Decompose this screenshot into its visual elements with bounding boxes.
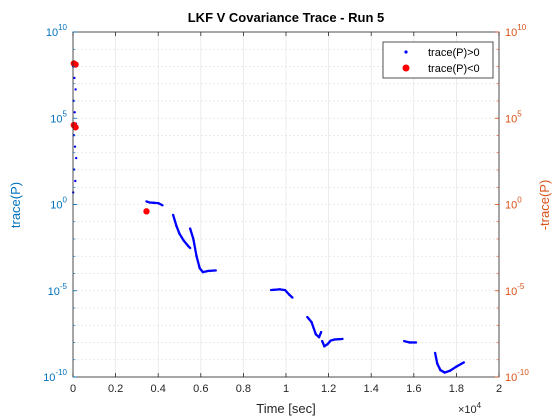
y-tick-label: 100 [50, 196, 67, 212]
grid [72, 31, 500, 378]
x-axis-label: Time [sec] [256, 401, 315, 416]
x-tick-label: 0.8 [236, 383, 251, 395]
x-tick-label: 0.6 [193, 383, 208, 395]
legend: trace(P)>0 trace(P)<0 [382, 41, 494, 79]
data-point-positive [73, 111, 76, 114]
series-positive [72, 65, 466, 374]
data-point-positive [462, 361, 466, 364]
y-tick-label: 105 [50, 109, 67, 125]
y-tick-label: 10-5 [505, 282, 525, 298]
data-point-negative [143, 208, 150, 215]
legend-label-negative: trace(P)<0 [428, 63, 480, 75]
x-tick-label: 1 [283, 383, 289, 395]
y-axis-left-label: trace(P) [8, 182, 23, 228]
data-point-positive [414, 341, 418, 344]
data-point-positive [74, 179, 77, 183]
x-tick-label: 1.6 [406, 383, 421, 395]
y-tick-label: 1010 [505, 23, 527, 39]
data-point-positive [188, 246, 192, 250]
y-tick-label: 10-5 [48, 282, 68, 298]
y-axis-right-label: -trace(P) [537, 180, 552, 231]
data-point-positive [319, 330, 323, 334]
x-axis-exponent: ×104 [458, 401, 482, 416]
data-point-positive [74, 156, 78, 160]
legend-box [382, 41, 494, 79]
y-tick-label: 1010 [46, 23, 68, 39]
x-tick-label: 0 [70, 383, 76, 395]
legend-marker-negative [402, 64, 410, 72]
series-negative [70, 60, 150, 215]
data-point-positive [341, 337, 344, 341]
y-tick-label: 10-10 [43, 368, 67, 384]
x-tick-label: 2 [496, 383, 502, 395]
x-tick-label: 0.4 [151, 383, 166, 395]
y-axis-right: 1010 105 100 10-5 10-10 [495, 23, 529, 384]
chart-title: LKF V Covariance Trace - Run 5 [188, 10, 385, 25]
data-point-positive [74, 88, 77, 91]
data-point-negative [72, 61, 79, 68]
x-tick-label: 1.2 [321, 383, 336, 395]
data-point-positive [161, 204, 164, 207]
y-tick-label: 100 [505, 196, 522, 212]
data-point-positive [73, 145, 77, 148]
x-axis: 0 0.2 0.4 0.6 0.8 1 1.2 1.4 1.6 1.8 2 [70, 32, 502, 395]
x-tick-label: 1.8 [449, 383, 464, 395]
data-point-positive [73, 76, 76, 80]
x-tick-label: 1.4 [364, 383, 379, 395]
y-tick-label: 105 [505, 109, 522, 125]
legend-label-positive: trace(P)>0 [428, 47, 480, 59]
data-point-positive [291, 296, 294, 299]
data-point-negative [72, 124, 79, 131]
x-tick-label: 0.2 [108, 383, 123, 395]
legend-marker-positive [404, 50, 408, 54]
data-point-positive [214, 269, 217, 272]
y-axis-left: 1010 105 100 10-5 10-10 [43, 23, 77, 384]
y-tick-label: 10-10 [505, 368, 529, 384]
